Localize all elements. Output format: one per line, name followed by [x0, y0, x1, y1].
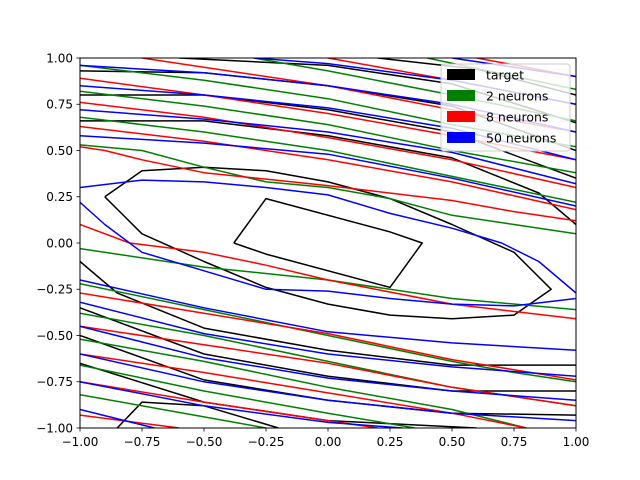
y-tick-label: 0.25 — [46, 190, 73, 204]
contour-line — [80, 353, 576, 422]
x-tick-label: 0.50 — [439, 435, 466, 449]
x-tick-label: −1.00 — [62, 435, 99, 449]
contour-line — [80, 381, 403, 428]
contour-line — [80, 146, 576, 222]
contour-line — [80, 364, 415, 428]
y-axis: −1.00 −0.75 −0.50 −0.25 0.00 0.25 0.50 0.75 1.00 — [36, 51, 80, 435]
contour-line — [80, 144, 576, 235]
contour-line — [80, 201, 576, 307]
legend-swatch — [447, 90, 475, 101]
contour-line — [80, 90, 576, 174]
x-tick-label: 0.00 — [315, 435, 342, 449]
x-tick-label: −0.25 — [248, 435, 285, 449]
x-axis: −1.00 −0.75 −0.50 −0.25 0.00 0.25 0.50 0.75 1.00 — [62, 428, 590, 449]
contour-line — [80, 109, 576, 185]
legend-label: 50 neurons — [486, 131, 556, 146]
legend-label: 2 neurons — [486, 89, 548, 104]
contour-line — [80, 120, 576, 226]
legend-swatch — [447, 132, 475, 143]
contour-line — [80, 301, 576, 377]
x-tick-label: 1.00 — [563, 435, 590, 449]
contour-line — [116, 401, 279, 428]
x-tick-label: 0.75 — [501, 435, 528, 449]
legend-swatch — [447, 69, 475, 80]
contour-line — [80, 134, 576, 207]
x-tick-label: −0.75 — [124, 435, 161, 449]
contour-line — [80, 353, 527, 428]
y-tick-label: 0.50 — [46, 144, 73, 158]
x-tick-label: −0.50 — [186, 435, 223, 449]
legend-swatch — [447, 111, 475, 122]
contour-line — [80, 279, 576, 352]
y-tick-label: 0.75 — [46, 98, 73, 112]
contour-line — [80, 292, 576, 381]
legend-label: target — [486, 68, 524, 83]
y-tick-label: −0.75 — [36, 375, 73, 389]
contour-line — [80, 338, 527, 428]
contour-line — [80, 282, 576, 383]
legend-frame — [440, 63, 571, 152]
x-tick-label: 0.25 — [377, 435, 404, 449]
contour-line — [80, 325, 576, 402]
contour-line — [80, 116, 576, 204]
y-tick-label: −0.50 — [36, 329, 73, 343]
y-tick-label: −1.00 — [36, 421, 73, 435]
y-tick-label: 0.00 — [46, 236, 73, 250]
contour-line — [80, 393, 267, 428]
legend-label: 8 neurons — [486, 110, 548, 125]
contour-line — [104, 166, 552, 320]
y-tick-label: 1.00 — [46, 51, 73, 65]
y-tick-label: −0.25 — [36, 283, 73, 297]
contour-line — [233, 197, 423, 289]
contour-line — [80, 179, 576, 294]
contour-line — [80, 125, 576, 211]
contour-line — [80, 101, 576, 189]
legend: target 2 neurons 8 neurons 50 neurons — [440, 63, 571, 152]
contour-line — [80, 408, 155, 428]
